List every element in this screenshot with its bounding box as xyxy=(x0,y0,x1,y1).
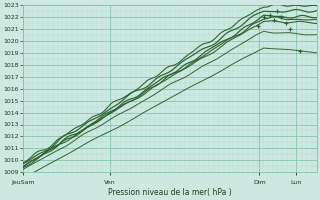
X-axis label: Pression niveau de la mer( hPa ): Pression niveau de la mer( hPa ) xyxy=(108,188,232,197)
